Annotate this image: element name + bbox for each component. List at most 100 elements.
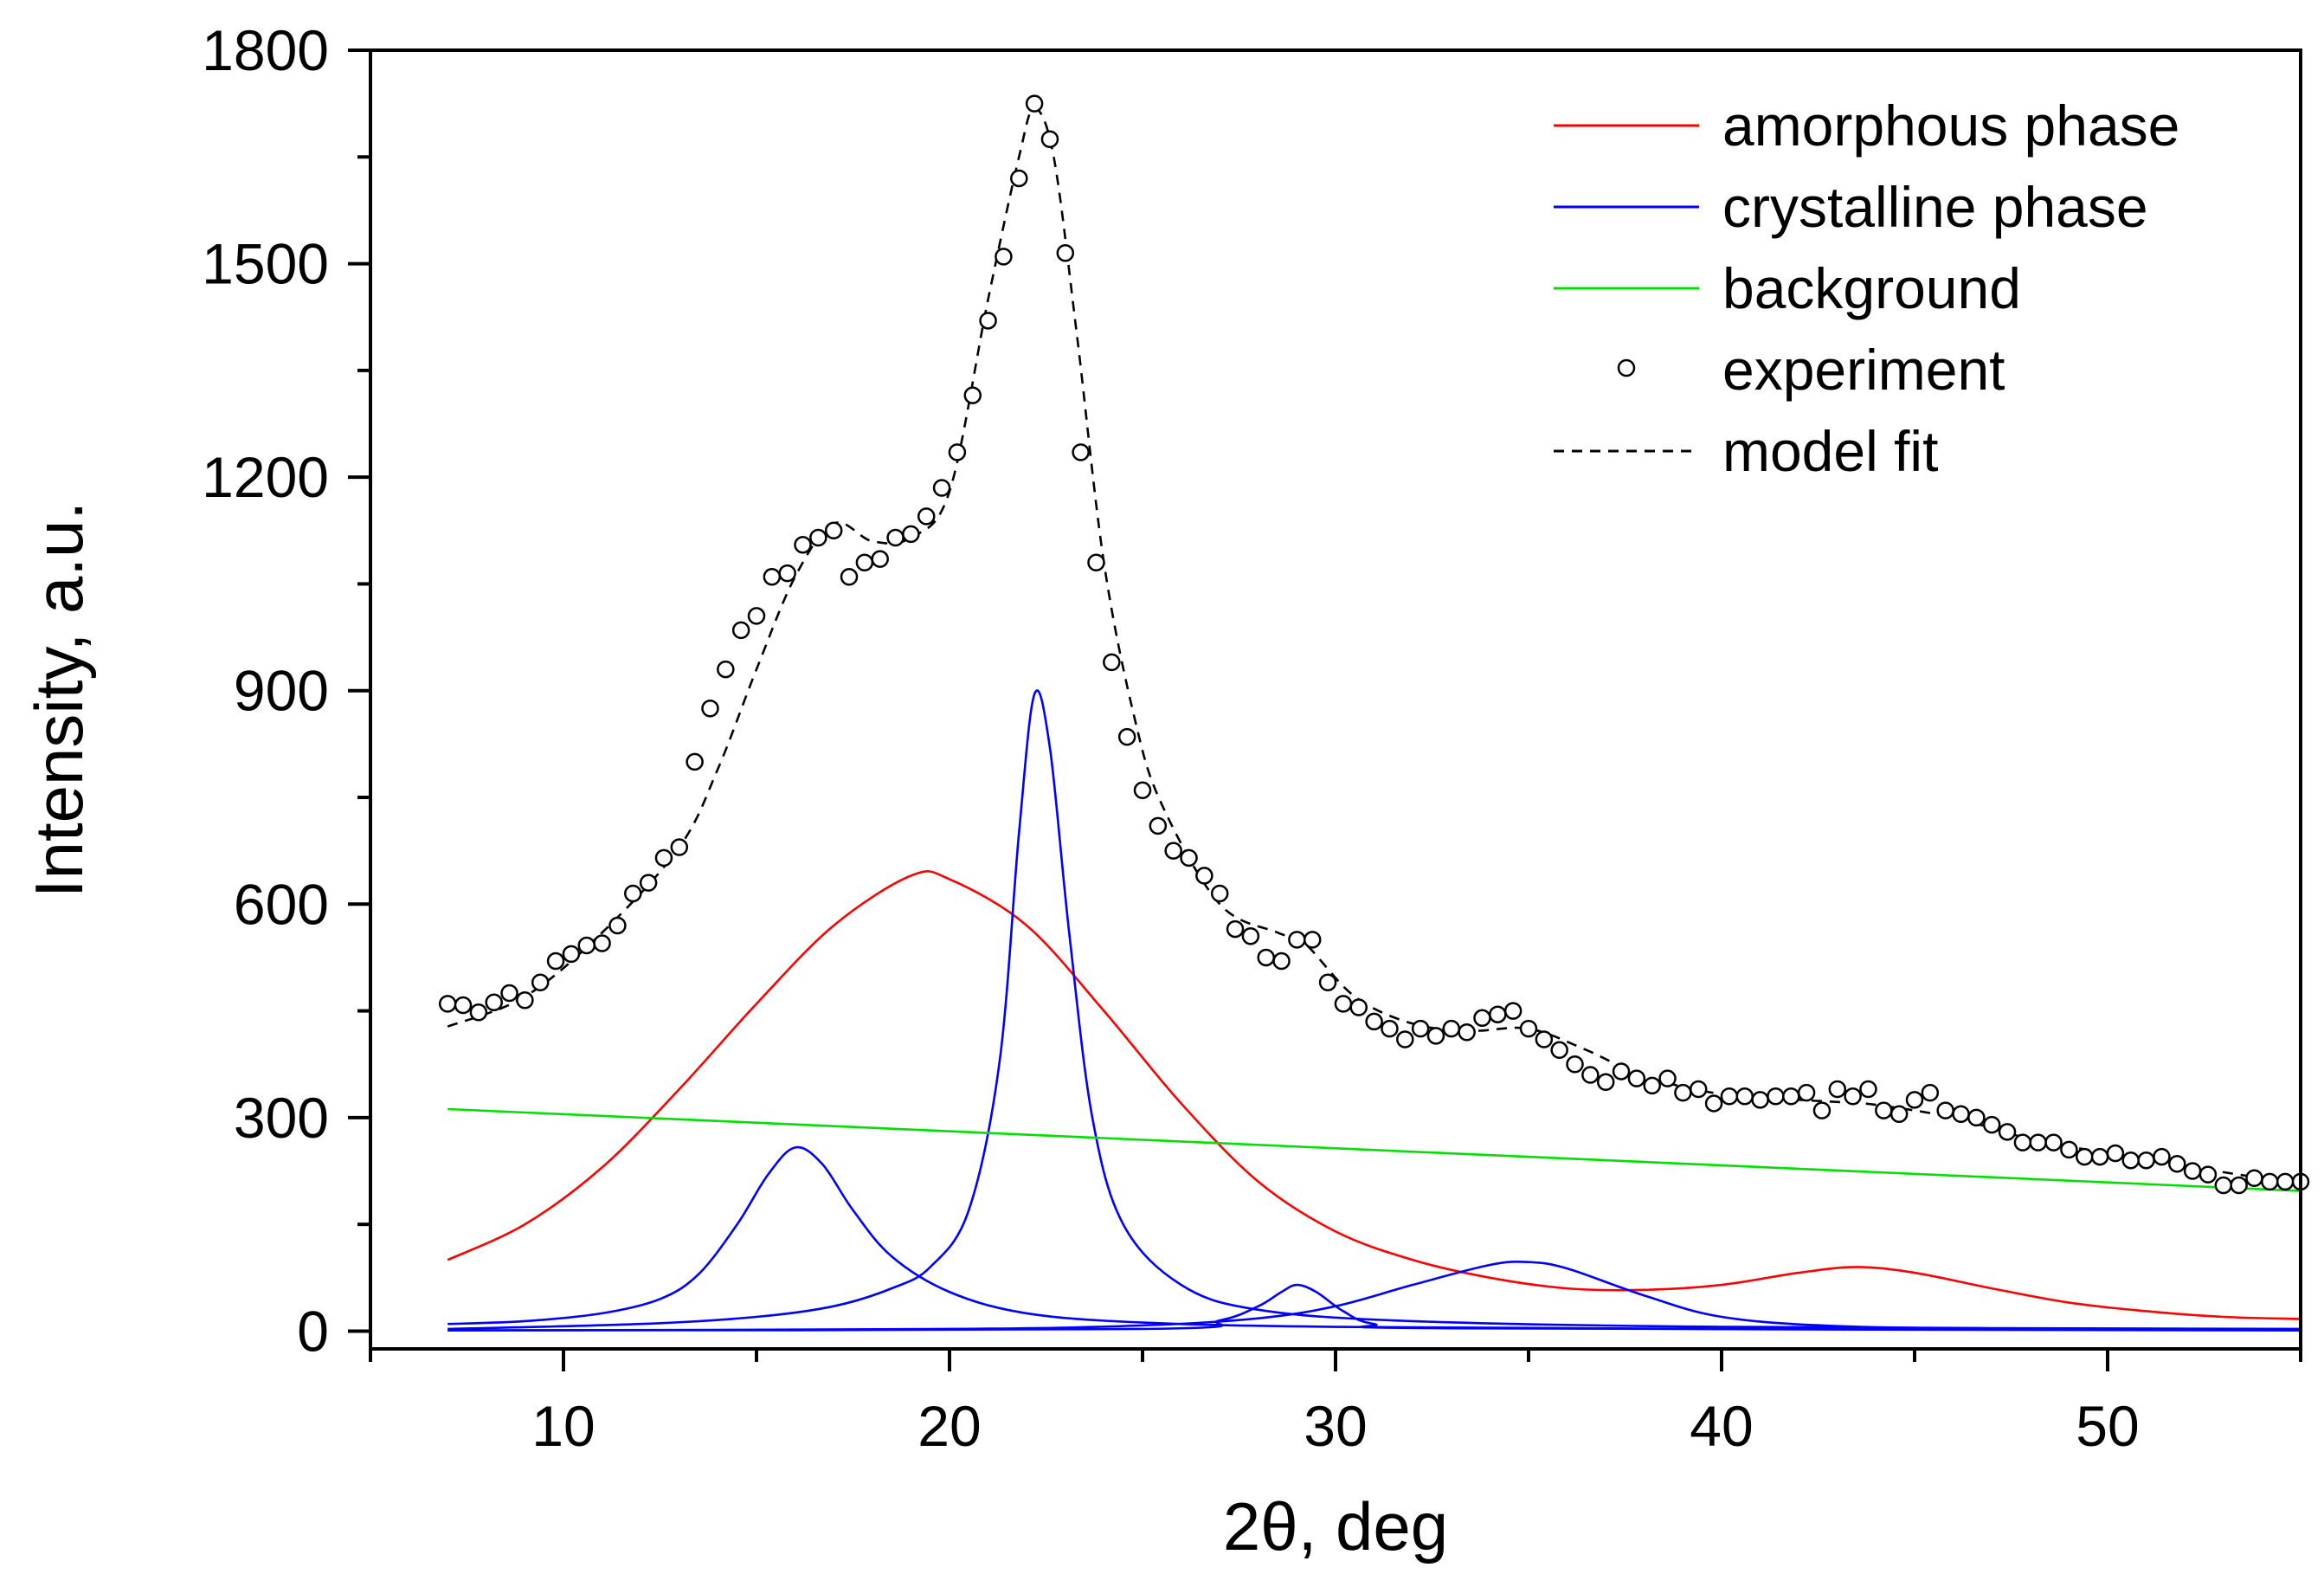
data-point — [840, 567, 859, 586]
y-tick-label: 0 — [297, 1299, 329, 1363]
data-point — [1735, 1087, 1754, 1106]
data-point — [2075, 1147, 2094, 1166]
legend-label-crystalline-phase: crystalline phase — [1722, 175, 2148, 239]
series-experiment — [438, 94, 2310, 1195]
data-point — [2060, 1140, 2078, 1159]
data-point — [562, 945, 581, 964]
series-layer — [438, 94, 2310, 1332]
x-axis-title: 2θ, deg — [1223, 1488, 1448, 1564]
data-point — [1998, 1123, 2017, 1141]
data-point — [731, 621, 750, 640]
data-point — [438, 995, 457, 1013]
axes: 10 20 30 40 50 0 300 600 900 1200 1500 1800 — [202, 18, 2302, 1458]
data-point — [932, 479, 951, 497]
data-point — [979, 312, 997, 330]
data-point — [1519, 1019, 1538, 1038]
data-point — [1720, 1087, 1739, 1106]
x-tick-label: 50 — [2076, 1394, 2139, 1458]
data-point — [1767, 1087, 1785, 1106]
data-point — [2153, 1147, 2171, 1166]
legend-label-background: background — [1722, 256, 2021, 320]
series-line-background — [447, 1107, 2301, 1192]
data-point — [2276, 1172, 2295, 1191]
data-point — [2121, 1151, 2141, 1170]
data-point — [500, 984, 518, 1003]
legend-label-experiment: experiment — [1722, 338, 2005, 402]
data-point — [917, 507, 936, 526]
data-point — [1349, 998, 1368, 1016]
data-point — [1689, 1080, 1708, 1099]
data-point — [593, 934, 611, 952]
data-point — [454, 996, 473, 1015]
data-point — [546, 951, 565, 971]
data-point — [995, 248, 1013, 266]
data-point — [1272, 951, 1291, 971]
data-point — [1381, 1019, 1399, 1038]
data-point — [1442, 1019, 1461, 1038]
y-tick-label: 900 — [234, 659, 329, 723]
data-point — [516, 991, 534, 1010]
data-point — [1844, 1087, 1862, 1106]
x-tick-label: 30 — [1304, 1394, 1367, 1458]
data-point — [1087, 553, 1105, 572]
data-point — [654, 848, 673, 868]
data-point — [1365, 1012, 1383, 1031]
data-point — [886, 528, 904, 547]
data-point — [2214, 1176, 2233, 1195]
data-point — [1875, 1101, 1893, 1119]
data-point — [1117, 727, 1136, 746]
data-point — [1411, 1019, 1430, 1038]
data-point — [1889, 1105, 1909, 1124]
y-tick-label: 1200 — [202, 445, 329, 509]
data-point — [1180, 848, 1198, 868]
data-point — [1257, 948, 1275, 967]
x-tick-label: 20 — [917, 1394, 981, 1458]
data-point — [1704, 1094, 1723, 1113]
legend-label-amorphous-phase: amorphous phase — [1722, 94, 2179, 158]
y-axis-title: Intensity, a.u. — [21, 501, 97, 898]
data-point — [1149, 816, 1168, 835]
legend: amorphous phase crystalline phase backgrou… — [1554, 94, 2179, 483]
data-point — [1473, 1009, 1491, 1028]
data-point — [794, 535, 812, 554]
data-point — [2013, 1133, 2032, 1151]
data-point — [2198, 1165, 2218, 1184]
data-point — [1921, 1083, 1940, 1102]
data-point — [624, 884, 642, 903]
data-point — [686, 752, 704, 771]
data-point — [701, 700, 719, 718]
data-point — [2168, 1155, 2186, 1173]
legend-label-model-fit: model fit — [1722, 419, 1938, 483]
data-point — [1596, 1073, 1615, 1092]
y-tick-label: 600 — [234, 872, 329, 936]
data-point — [1566, 1055, 1584, 1074]
data-point — [1936, 1101, 1954, 1119]
x-tick-label: 40 — [1690, 1394, 1753, 1458]
data-point — [2137, 1151, 2155, 1170]
x-tick-label: 10 — [531, 1394, 595, 1458]
data-point — [639, 874, 658, 892]
data-point — [948, 443, 967, 461]
data-point — [855, 553, 874, 572]
data-point — [1303, 931, 1322, 949]
data-point — [1627, 1069, 1646, 1087]
data-point — [485, 993, 503, 1011]
series-line-crystalline-peak-4 — [447, 1261, 2301, 1332]
data-point — [1025, 94, 1044, 113]
data-point — [1318, 973, 1337, 991]
data-point — [2029, 1133, 2047, 1151]
data-point — [1982, 1115, 2001, 1134]
data-point — [717, 660, 735, 679]
data-point — [1210, 884, 1229, 903]
data-point — [1288, 931, 1306, 949]
data-point — [1040, 130, 1059, 148]
data-point — [1396, 1030, 1414, 1048]
series-line-crystalline-peak-3 — [447, 1283, 2301, 1332]
data-point — [1550, 1041, 1568, 1060]
data-point — [747, 607, 766, 625]
y-tick-label: 300 — [234, 1086, 329, 1150]
data-point — [1859, 1080, 1877, 1099]
data-point — [902, 525, 920, 544]
data-point — [1164, 842, 1182, 860]
